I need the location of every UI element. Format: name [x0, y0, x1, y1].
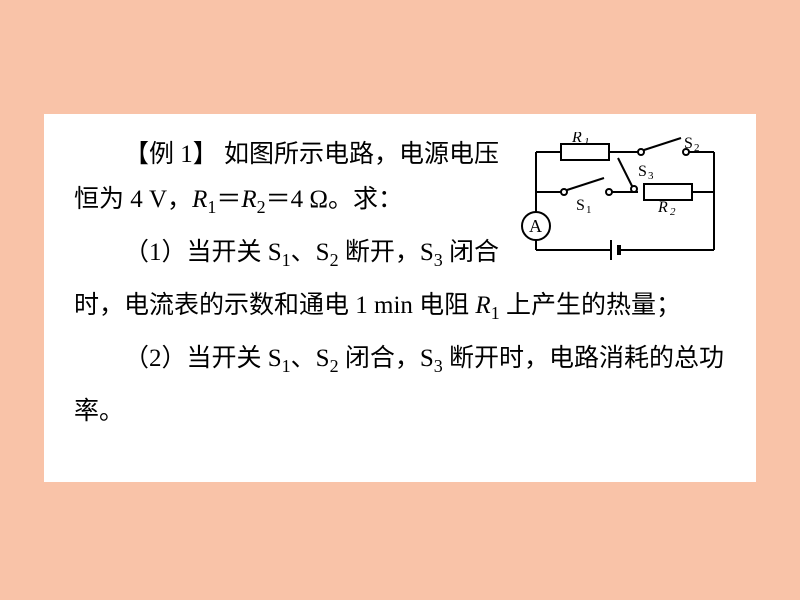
p3-a: （2）当开关 S — [124, 345, 282, 372]
label-s1: S — [576, 197, 585, 214]
p2-R1-sub: 1 — [491, 303, 500, 323]
p3-s2: 2 — [330, 356, 339, 376]
label-s2: S — [684, 135, 693, 152]
p2-b: 、S — [291, 239, 330, 266]
p3-s1: 1 — [282, 356, 291, 376]
label-r2-sub: 2 — [670, 206, 676, 218]
p2-c: 断开，S — [339, 239, 434, 266]
p2-s2: 2 — [330, 250, 339, 270]
p2-a: （1）当开关 S — [124, 239, 282, 266]
p1-R2: R — [241, 186, 256, 213]
p3-b: 、S — [291, 345, 330, 372]
p2-e: 上产生的热量； — [500, 292, 681, 319]
paragraph-3: （2）当开关 S1、S2 闭合，S3 断开时，电路消耗的总功率。 — [74, 336, 726, 434]
p2-s1: 1 — [282, 250, 291, 270]
label-r1-sub: 1 — [584, 136, 590, 148]
page-background: R 1 S 2 S 1 — [0, 0, 800, 600]
p2-s3: 3 — [434, 250, 443, 270]
label-ammeter: A — [529, 216, 542, 236]
p3-s3: 3 — [434, 356, 443, 376]
circuit-diagram-wrap: R 1 S 2 S 1 — [516, 132, 726, 270]
p2-R1: R — [475, 292, 490, 319]
label-s3: S — [638, 163, 647, 180]
p1-R1-sub: 1 — [207, 197, 216, 217]
p1-b: ＝ — [216, 186, 241, 213]
p1-c: ＝4 Ω。求： — [266, 186, 403, 213]
label-s1-sub: 1 — [586, 204, 592, 216]
label-s3-sub: 3 — [648, 170, 654, 182]
p1-R1: R — [192, 186, 207, 213]
label-r1: R — [571, 132, 582, 146]
circuit-diagram: R 1 S 2 S 1 — [516, 132, 726, 270]
p1-R2-sub: 2 — [257, 197, 266, 217]
content-card: R 1 S 2 S 1 — [44, 114, 756, 482]
label-r2: R — [657, 199, 668, 216]
p3-c: 闭合，S — [339, 345, 434, 372]
